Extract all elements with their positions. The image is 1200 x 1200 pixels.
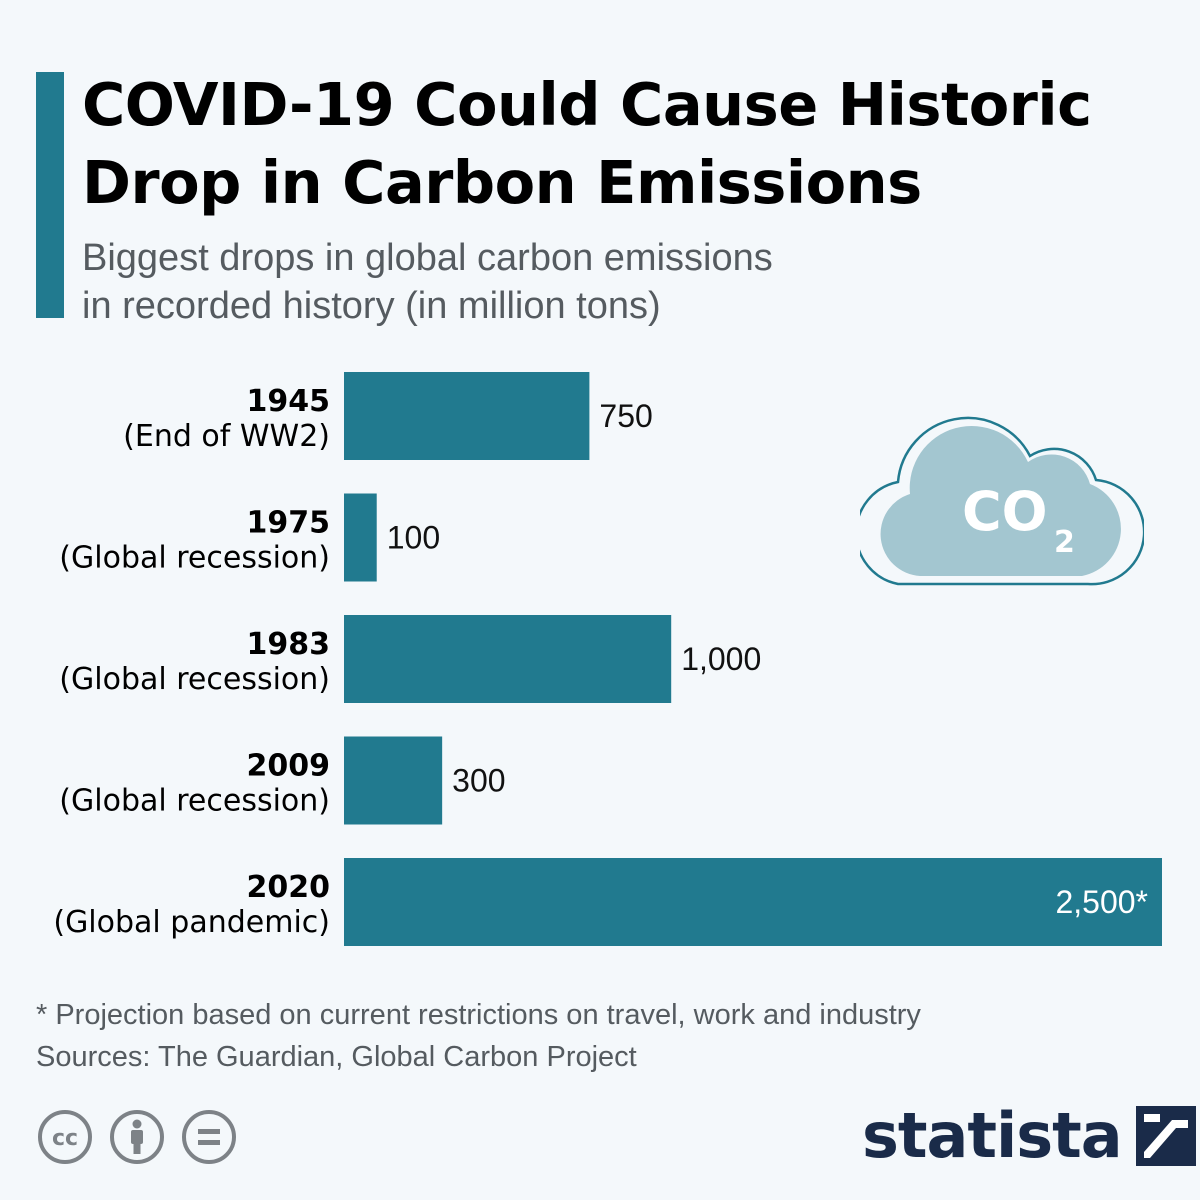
value-label: 300	[452, 763, 505, 799]
bar-2009	[344, 736, 443, 825]
cloud-fill	[880, 425, 1121, 576]
value-label: 750	[599, 398, 652, 434]
category-description-label: (Global recession)	[59, 662, 330, 697]
value-label: 100	[387, 520, 440, 556]
category-year-label: 1945	[247, 384, 331, 419]
statista-wordmark: statista	[862, 1099, 1123, 1172]
subtitle-line-2: in recorded history (in million tons)	[82, 285, 661, 327]
bar-1945	[344, 372, 590, 460]
category-year-label: 2020	[247, 870, 331, 905]
bar-2020	[344, 858, 1162, 946]
category-year-label: 1983	[247, 627, 331, 662]
statista-mark-icon	[1135, 1106, 1196, 1166]
category-description-label: (Global pandemic)	[53, 905, 330, 940]
category-description-label: (Global recession)	[59, 541, 330, 576]
co2-subscript: 2	[1054, 525, 1075, 560]
category-description-label: (End of WW2)	[123, 419, 330, 454]
subtitle-line-1: Biggest drops in global carbon emissions	[82, 237, 773, 279]
cc-icon[interactable]: cc	[36, 1108, 94, 1166]
category-description-label: (Global recession)	[59, 784, 330, 819]
footnote: * Projection based on current restrictio…	[36, 994, 921, 1078]
cloud-outline	[860, 416, 1144, 586]
license-icons: cc	[36, 1108, 238, 1166]
projection-note: * Projection based on current restrictio…	[36, 999, 921, 1031]
value-label: 1,000	[681, 641, 761, 677]
bar-1983	[344, 615, 672, 703]
category-year-label: 1975	[247, 506, 331, 541]
sources: Sources: The Guardian, Global Carbon Pro…	[36, 1041, 637, 1073]
title-accent-bar	[36, 72, 64, 318]
no-derivatives-icon[interactable]	[180, 1108, 238, 1166]
co2-label: CO	[962, 480, 1048, 543]
category-year-label: 2009	[247, 749, 331, 784]
cc-text: cc	[52, 1126, 78, 1151]
chart-subtitle: Biggest drops in global carbon emissions…	[82, 234, 882, 330]
co2-cloud-icon: CO 2	[860, 416, 1144, 586]
chart-title: COVID-19 Could Cause Historic Drop in Ca…	[82, 70, 1092, 217]
bar-1975	[344, 493, 377, 582]
attribution-icon[interactable]	[108, 1108, 166, 1166]
statista-logo[interactable]: statista	[862, 1096, 1196, 1176]
value-label: 2,500*	[1055, 884, 1148, 920]
